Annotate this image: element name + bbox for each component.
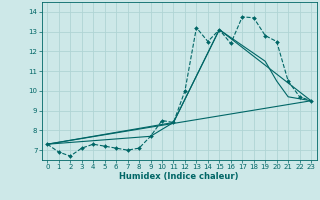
X-axis label: Humidex (Indice chaleur): Humidex (Indice chaleur): [119, 172, 239, 181]
